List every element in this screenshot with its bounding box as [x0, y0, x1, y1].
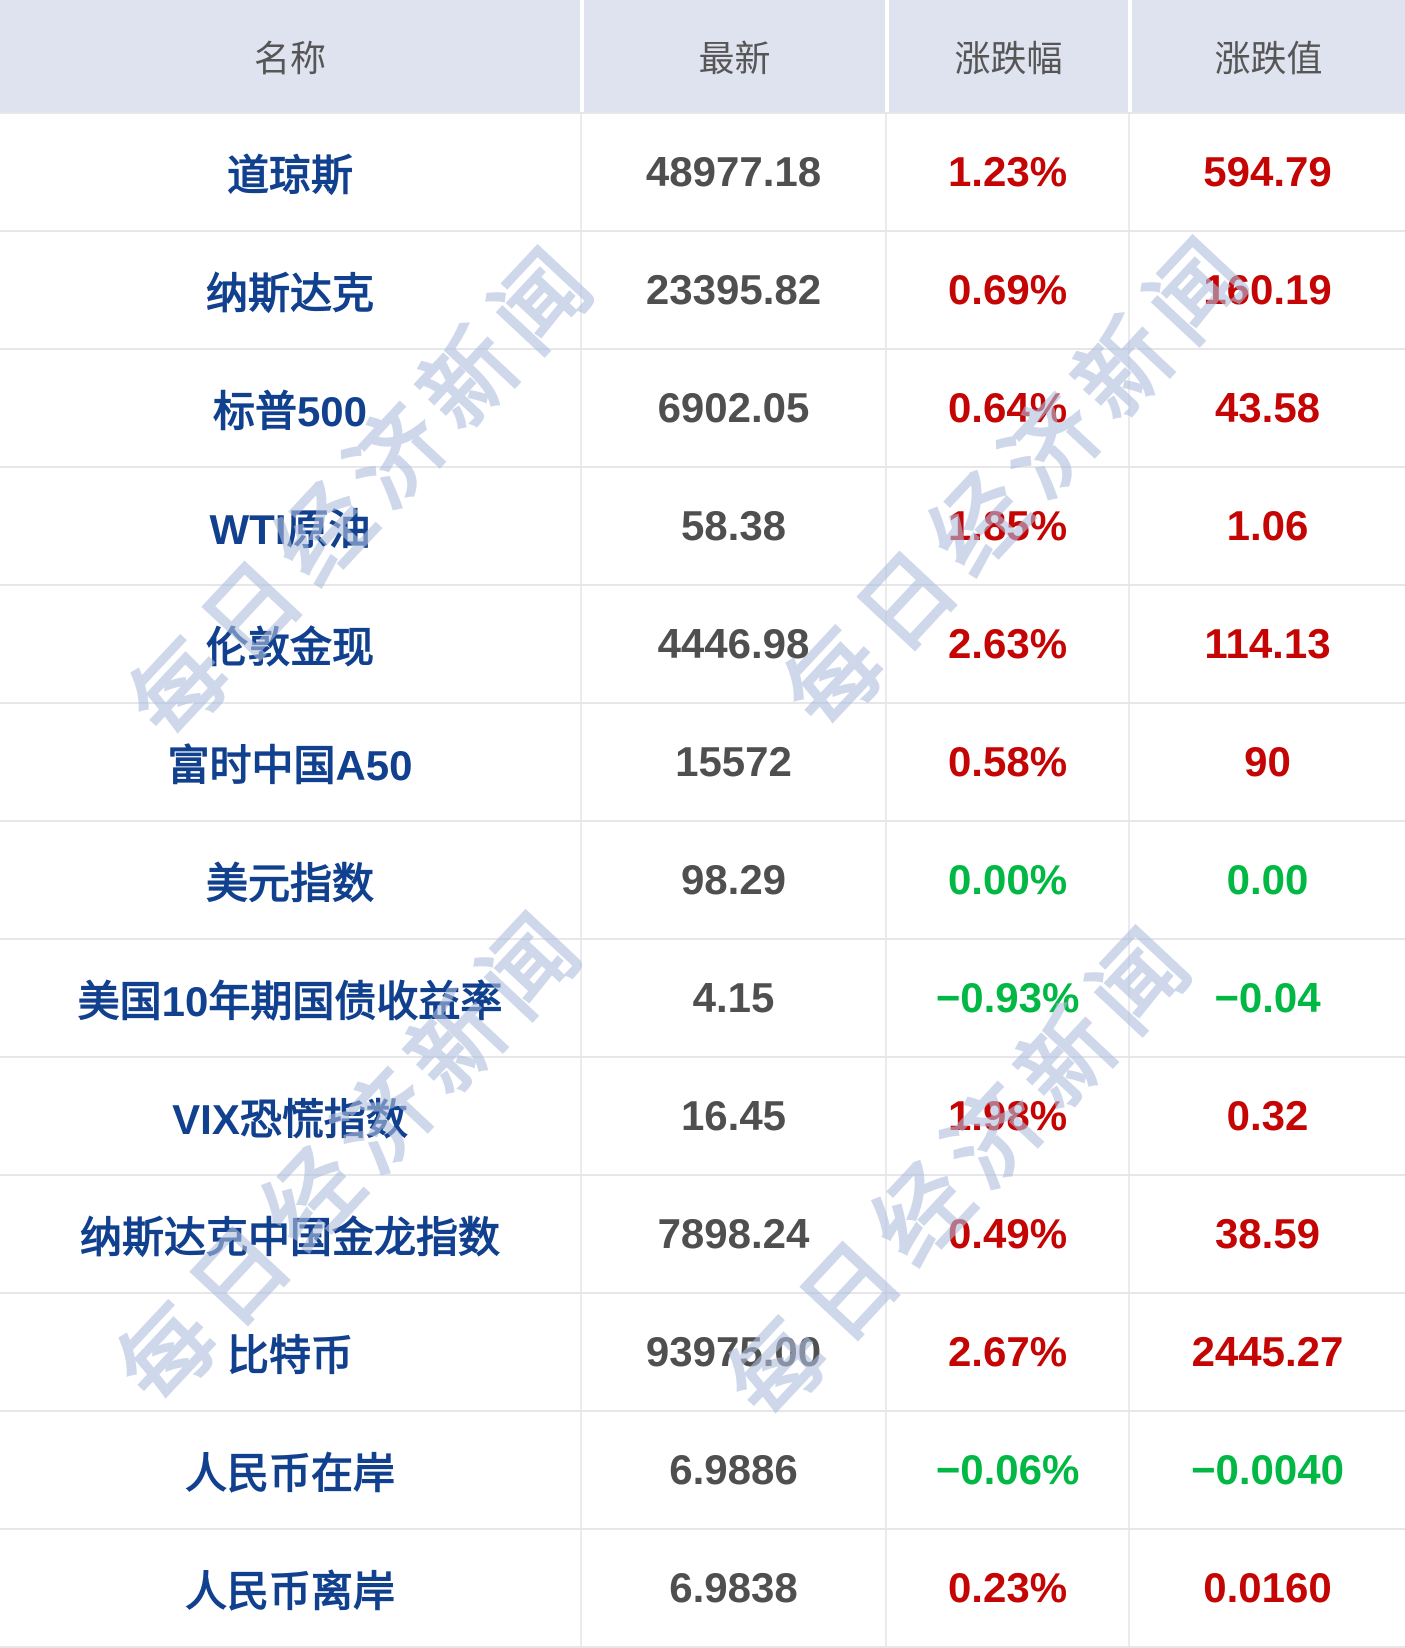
change-value: −0.0040	[1128, 1412, 1405, 1528]
instrument-name: VIX恐慌指数	[172, 1095, 408, 1143]
table-row: WTI原油 58.38 1.85% 1.06	[0, 466, 1405, 584]
table-row: 美元指数 98.29 0.00% 0.00	[0, 820, 1405, 938]
instrument-name: 美国10年期国债收益率	[77, 977, 503, 1025]
instrument-name: 纳斯达克	[205, 269, 374, 317]
latest-value: 93975.00	[580, 1294, 885, 1410]
latest-value: 48977.18	[580, 114, 885, 230]
latest-value: 16.45	[580, 1058, 885, 1174]
change-value: 114.13	[1128, 586, 1405, 702]
change-percent: 1.98%	[885, 1058, 1128, 1174]
table-row: 纳斯达克中国金龙指数 7898.24 0.49% 38.59	[0, 1174, 1405, 1292]
table-body: 道琼斯 48977.18 1.23% 594.79 纳斯达克 23395.82 …	[0, 112, 1405, 1646]
change-percent: 0.58%	[885, 704, 1128, 820]
instrument-name: 标普500	[212, 387, 368, 435]
change-percent: 0.69%	[885, 232, 1128, 348]
table-row: 富时中国A50 15572 0.58% 90	[0, 702, 1405, 820]
latest-value: 6902.05	[580, 350, 885, 466]
table-row: 道琼斯 48977.18 1.23% 594.79	[0, 112, 1405, 230]
latest-value: 7898.24	[580, 1176, 885, 1292]
change-percent: 0.49%	[885, 1176, 1128, 1292]
table-header: 名称 最新 涨跌幅 涨跌值	[0, 0, 1405, 112]
change-percent: 0.00%	[885, 822, 1128, 938]
instrument-name: 人民币在岸	[184, 1449, 395, 1497]
change-percent: 2.63%	[885, 586, 1128, 702]
latest-value: 98.29	[580, 822, 885, 938]
latest-value: 23395.82	[580, 232, 885, 348]
latest-value: 4.15	[580, 940, 885, 1056]
table-row: 美国10年期国债收益率 4.15 −0.93% −0.04	[0, 938, 1405, 1056]
latest-value: 4446.98	[580, 586, 885, 702]
change-value: −0.04	[1128, 940, 1405, 1056]
instrument-name: 富时中国A50	[167, 741, 413, 789]
change-percent: −0.06%	[885, 1412, 1128, 1528]
change-value: 0.32	[1128, 1058, 1405, 1174]
header-latest: 最新	[580, 0, 885, 112]
change-value: 0.0160	[1128, 1530, 1405, 1646]
change-percent: 0.64%	[885, 350, 1128, 466]
table-row: 比特币 93975.00 2.67% 2445.27	[0, 1292, 1405, 1410]
change-value: 160.19	[1128, 232, 1405, 348]
instrument-name: 伦敦金现	[205, 623, 374, 671]
latest-value: 6.9838	[580, 1530, 885, 1646]
change-percent: −0.93%	[885, 940, 1128, 1056]
instrument-name: 人民币离岸	[184, 1567, 395, 1615]
table-row: 人民币离岸 6.9838 0.23% 0.0160	[0, 1528, 1405, 1646]
change-value: 90	[1128, 704, 1405, 820]
header-name: 名称	[0, 0, 580, 112]
latest-value: 15572	[580, 704, 885, 820]
table-row: 纳斯达克 23395.82 0.69% 160.19	[0, 230, 1405, 348]
instrument-name: 纳斯达克中国金龙指数	[79, 1213, 500, 1261]
change-value: 2445.27	[1128, 1294, 1405, 1410]
instrument-name: 美元指数	[205, 859, 374, 907]
header-change-percent: 涨跌幅	[885, 0, 1128, 112]
table-row: 人民币在岸 6.9886 −0.06% −0.0040	[0, 1410, 1405, 1528]
table-row: 标普500 6902.05 0.64% 43.58	[0, 348, 1405, 466]
change-percent: 1.23%	[885, 114, 1128, 230]
latest-value: 58.38	[580, 468, 885, 584]
latest-value: 6.9886	[580, 1412, 885, 1528]
table-row: 伦敦金现 4446.98 2.63% 114.13	[0, 584, 1405, 702]
change-percent: 0.23%	[885, 1530, 1128, 1646]
change-value: 43.58	[1128, 350, 1405, 466]
change-value: 38.59	[1128, 1176, 1405, 1292]
change-percent: 2.67%	[885, 1294, 1128, 1410]
instrument-name: WTI原油	[209, 505, 371, 553]
instrument-name: 道琼斯	[226, 151, 353, 199]
change-value: 594.79	[1128, 114, 1405, 230]
change-value: 1.06	[1128, 468, 1405, 584]
change-percent: 1.85%	[885, 468, 1128, 584]
instrument-name: 比特币	[226, 1331, 353, 1379]
change-value: 0.00	[1128, 822, 1405, 938]
table-row: VIX恐慌指数 16.45 1.98% 0.32	[0, 1056, 1405, 1174]
header-change-value: 涨跌值	[1128, 0, 1405, 112]
